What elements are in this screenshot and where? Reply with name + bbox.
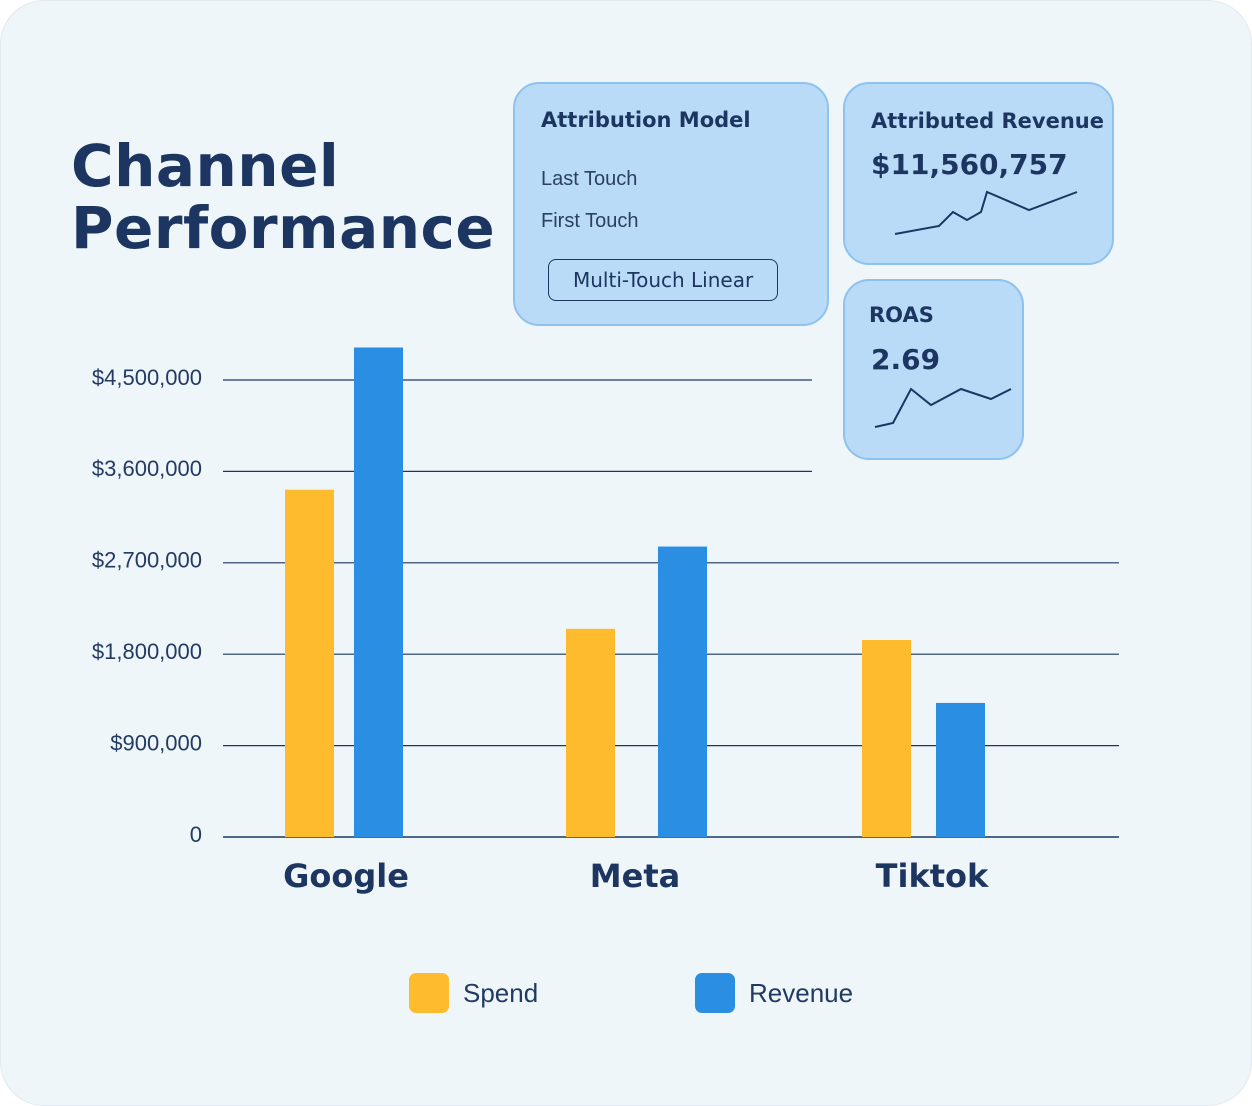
title-line-2: Performance [71,194,496,262]
attribution-model-panel: Attribution Model Last Touch First Touch… [513,82,829,326]
y-tick-label: $1,800,000 [92,639,202,664]
legend-spend: Spend [409,973,538,1013]
roas-sparkline [874,387,1012,428]
bar-meta-spend [566,628,615,837]
legend-revenue-label: Revenue [749,977,854,1008]
attributed-revenue-value: $11,560,757 [871,148,1068,181]
bar-chart: 0 $900,000 $1,800,000 $2,700,000 $3,600,000 $… [92,347,1119,895]
y-tick-label: $3,600,000 [92,456,202,481]
x-category-google: Google [283,857,409,895]
y-tick-label: 0 [190,822,202,847]
attribution-model-title: Attribution Model [541,108,751,132]
bar-tiktok-revenue [936,702,985,837]
option-last-touch[interactable]: Last Touch [541,168,638,190]
legend-revenue-swatch [695,973,735,1013]
x-axis-categories: Google Meta Tiktok [283,857,989,895]
attributed-revenue-panel: Attributed Revenue $11,560,757 [843,82,1114,265]
y-tick-label: $4,500,000 [92,365,202,390]
legend-spend-label: Spend [463,977,539,1008]
revenue-sparkline [894,190,1078,235]
attributed-revenue-title: Attributed Revenue [871,109,1104,133]
roas-panel: ROAS 2.69 [843,279,1024,460]
x-category-tiktok: Tiktok [876,857,989,895]
legend-revenue: Revenue [695,973,853,1013]
bar-google-spend [285,489,334,837]
option-first-touch[interactable]: First Touch [541,210,639,232]
option-multi-touch-linear[interactable]: Multi-Touch Linear [548,259,779,301]
bars [285,347,985,837]
x-category-meta: Meta [590,857,680,895]
roas-title: ROAS [869,303,934,327]
bar-tiktok-spend [862,639,911,837]
y-axis-ticks: 0 $900,000 $1,800,000 $2,700,000 $3,600,000 $… [92,365,202,847]
y-tick-label: $900,000 [110,730,202,755]
bar-meta-revenue [658,546,707,837]
legend-spend-swatch [409,973,449,1013]
title-line-1: Channel [71,132,340,200]
y-tick-label: $2,700,000 [92,548,202,573]
roas-value: 2.69 [871,343,941,376]
page-title: Channel Performance [71,135,495,259]
bar-google-revenue [354,347,403,837]
